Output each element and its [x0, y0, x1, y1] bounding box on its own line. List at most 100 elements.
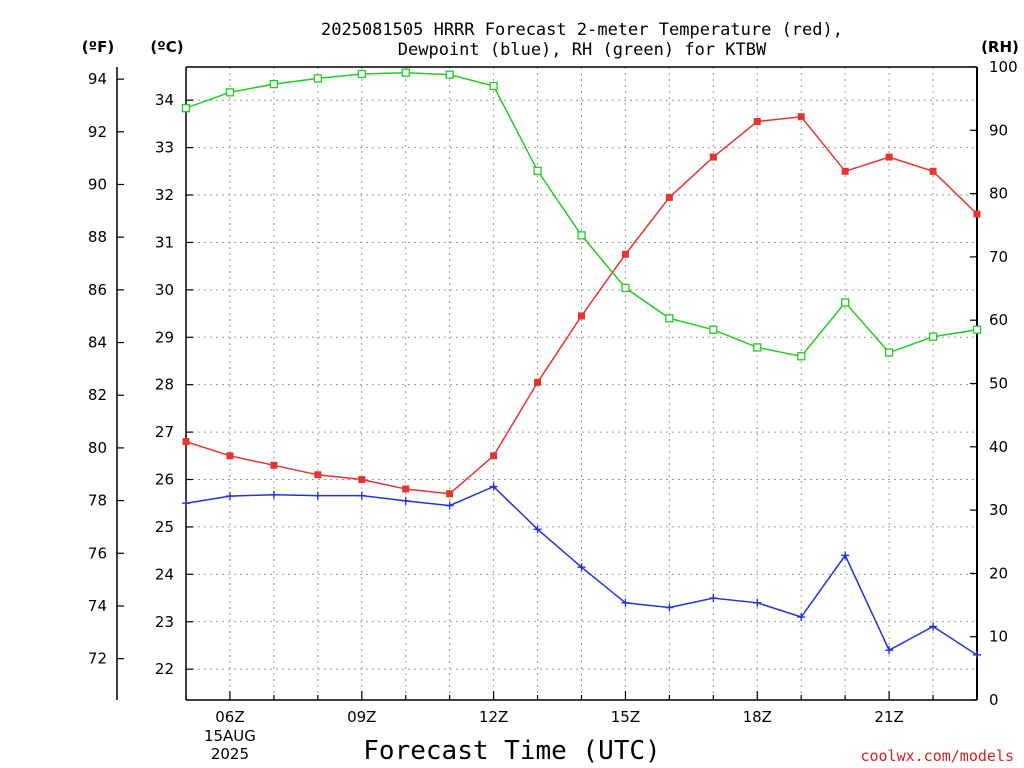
- x-tick-label: 18Z: [743, 708, 772, 726]
- fahrenheit-tick-label: 78: [88, 492, 107, 510]
- celsius-tick-label: 23: [155, 613, 174, 631]
- fahrenheit-tick-label: 72: [88, 650, 107, 668]
- temperature-point: [578, 312, 585, 320]
- rh-tick-label: 0: [989, 691, 999, 709]
- dewpoint-point: [621, 598, 630, 607]
- temperature-point: [709, 153, 717, 161]
- fahrenheit-tick-label: 74: [88, 597, 107, 615]
- rh-tick-label: 10: [989, 628, 1008, 646]
- rh-tick-label: 50: [989, 375, 1008, 393]
- temperature-point: [753, 118, 761, 126]
- rh-point: [225, 88, 235, 97]
- dewpoint-point: [269, 490, 278, 499]
- fahrenheit-tick-label: 94: [88, 70, 107, 88]
- dewpoint-point: [445, 501, 454, 510]
- fahrenheit-tick-label: 80: [88, 439, 107, 457]
- x-axis-title: Forecast Time (UTC): [363, 736, 660, 766]
- temperature-point: [490, 452, 498, 460]
- rh-point: [313, 74, 322, 83]
- x-tick-label: 09Z: [347, 708, 376, 726]
- fahrenheit-tick-label: 88: [88, 228, 107, 246]
- rh-tick-label: 40: [989, 438, 1008, 456]
- rh-point: [533, 166, 542, 175]
- dewpoint-point: [753, 598, 762, 607]
- rh-point: [884, 348, 894, 357]
- temperature-series-line: [185, 116, 978, 495]
- temperature-point: [446, 490, 454, 498]
- temperature-point: [841, 167, 849, 175]
- rh-point: [489, 81, 498, 91]
- celsius-unit-label: (ºC): [150, 38, 183, 56]
- rh-point: [401, 68, 410, 77]
- fahrenheit-tick-label: 92: [88, 123, 107, 141]
- temperature-point: [358, 476, 366, 484]
- x-tick-label: 12Z: [479, 708, 508, 726]
- fahrenheit-unit-label: (ºF): [82, 38, 114, 56]
- tick-labels: 72 74 76 78 80 82 84 86 88 90 92 94 22 23 24 25 26 27 28 29…: [88, 58, 1018, 763]
- dewpoint-point: [709, 594, 718, 603]
- celsius-tick-label: 26: [155, 471, 174, 489]
- temperature-point: [226, 452, 234, 460]
- rh-unit-label: (RH): [981, 38, 1019, 56]
- x-tick-label: 06Z: [215, 708, 244, 726]
- rh-tick-label: 30: [989, 501, 1008, 519]
- chart-title-line2: Dewpoint (blue), RH (green) for KTBW: [398, 40, 767, 60]
- credit-text: coolwx.com/models: [860, 747, 1014, 765]
- rh-point: [357, 69, 366, 79]
- dewpoint-point: [489, 482, 498, 491]
- rh-point: [972, 325, 982, 334]
- celsius-tick-label: 33: [155, 139, 174, 157]
- fahrenheit-tick-label: 86: [88, 281, 107, 299]
- dewpoint-point: [357, 491, 366, 500]
- dewpoint-point: [225, 492, 234, 501]
- rh-point: [181, 103, 191, 113]
- temperature-point: [973, 210, 981, 218]
- rh-tick-label: 60: [989, 311, 1008, 329]
- celsius-tick-label: 22: [155, 660, 174, 678]
- dewpoint-point: [797, 613, 806, 622]
- temperature-point: [665, 193, 673, 201]
- temperature-point: [885, 153, 893, 161]
- rh-point: [753, 343, 762, 352]
- rh-point: [928, 332, 938, 341]
- rh-point: [665, 314, 674, 323]
- temperature-point: [314, 471, 322, 479]
- rh-point: [269, 79, 279, 89]
- rh-point: [709, 325, 718, 334]
- rh-tick-label: 70: [989, 248, 1008, 266]
- x-date-label: 2025: [211, 745, 249, 763]
- dewpoint-point: [929, 622, 938, 631]
- rh-point: [797, 352, 806, 361]
- grid-lines: [186, 67, 977, 700]
- axes: [116, 66, 978, 701]
- dewpoint-point: [841, 551, 850, 560]
- dewpoint-point: [973, 650, 981, 659]
- rh-point: [577, 231, 586, 240]
- fahrenheit-tick-label: 82: [88, 386, 107, 404]
- rh-tick-label: 20: [989, 564, 1008, 582]
- celsius-tick-label: 32: [155, 186, 174, 204]
- temperature-point: [270, 461, 278, 469]
- celsius-tick-label: 34: [155, 91, 174, 109]
- x-tick-label: 15Z: [611, 708, 640, 726]
- rh-point: [445, 70, 454, 79]
- rh-tick-label: 90: [989, 121, 1008, 139]
- rh-point: [841, 298, 850, 307]
- dewpoint-point: [401, 496, 410, 505]
- dewpoint-point: [313, 491, 322, 500]
- dewpoint-point: [577, 563, 586, 572]
- celsius-tick-label: 29: [155, 328, 174, 346]
- temperature-point: [182, 438, 190, 446]
- chart-title-line1: 2025081505 HRRR Forecast 2-meter Tempera…: [321, 20, 843, 40]
- rh-tick-label: 100: [989, 58, 1018, 76]
- rh-tick-label: 80: [989, 185, 1008, 203]
- celsius-tick-label: 28: [155, 376, 174, 394]
- celsius-tick-label: 30: [155, 281, 174, 299]
- temperature-point: [929, 167, 937, 175]
- temperature-point: [534, 378, 542, 386]
- dewpoint-point: [533, 525, 542, 534]
- fahrenheit-tick-label: 90: [88, 175, 107, 193]
- celsius-tick-label: 27: [155, 423, 174, 441]
- dewpoint-point: [182, 499, 190, 508]
- celsius-tick-label: 31: [155, 233, 174, 251]
